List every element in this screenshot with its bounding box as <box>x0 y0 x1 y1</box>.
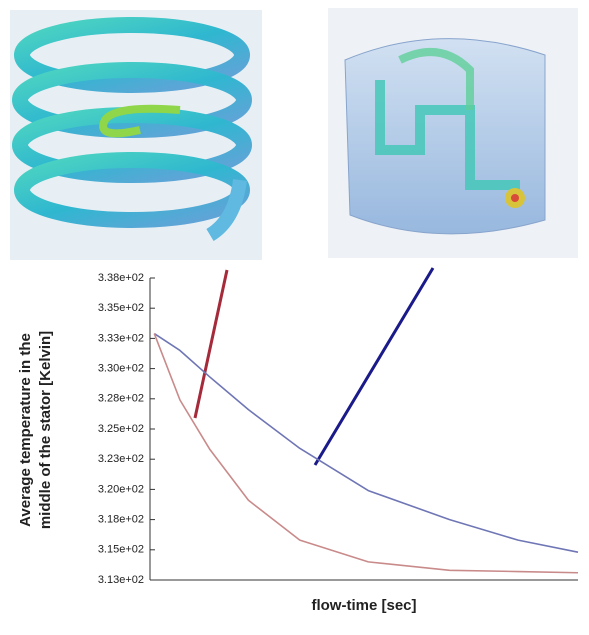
y-tick-label: 3.23e+02 <box>98 453 144 465</box>
y-axis-label-line: middle of the stator [Kelvin] <box>37 331 54 529</box>
right-rendering <box>328 8 578 258</box>
y-axis-label: Average temperature in the middle of the… <box>17 331 54 529</box>
y-tick-label: 3.25e+02 <box>98 423 144 435</box>
y-tick-label: 3.28e+02 <box>98 393 144 405</box>
y-tick-label: 3.38e+02 <box>98 272 144 284</box>
y-tick-label: 3.13e+02 <box>98 574 144 586</box>
y-tick-label: 3.35e+02 <box>98 302 144 314</box>
y-tick-label: 3.18e+02 <box>98 514 144 526</box>
series-line <box>153 332 579 554</box>
y-axis-label-line: Average temperature in the <box>17 333 34 527</box>
y-tick-label: 3.15e+02 <box>98 544 144 556</box>
series-line <box>153 333 579 574</box>
y-tick-label: 3.20e+02 <box>98 483 144 495</box>
y-tick-label: 3.30e+02 <box>98 363 144 375</box>
pointer <box>313 267 435 466</box>
x-axis-label: flow-time [sec] <box>311 597 416 614</box>
left-rendering <box>10 10 262 260</box>
pointer <box>193 269 229 419</box>
y-tick-label: 3.33e+02 <box>98 332 144 344</box>
